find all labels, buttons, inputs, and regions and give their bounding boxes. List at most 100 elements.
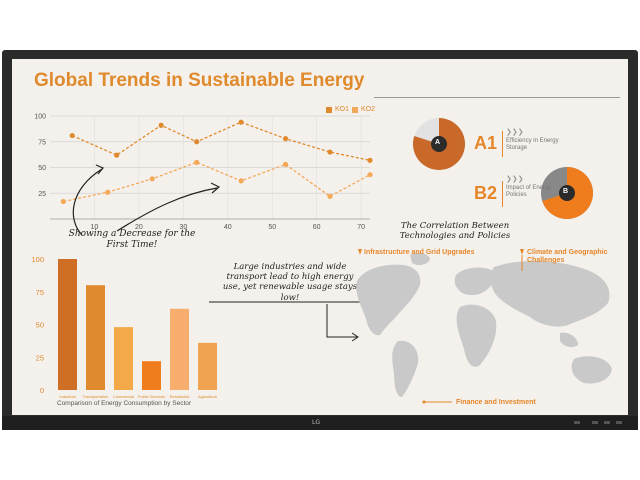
bar-category-label: Agriculture	[198, 394, 218, 399]
bar-chart-y-tick: 50	[36, 321, 44, 330]
curved-arrow-right-head	[210, 182, 221, 194]
bar-public-services	[142, 361, 161, 390]
line-point-ko2	[327, 193, 333, 199]
line-point-ko2	[194, 159, 200, 165]
legend-label-ko1: KO1	[335, 106, 350, 113]
line-chart-y-tick: 100	[34, 114, 46, 121]
bar-transportation	[86, 285, 105, 390]
title-divider	[374, 97, 620, 98]
badge-b-description-block: ❯❯❯ Impact of Energy Policies	[506, 176, 566, 200]
curved-arrow-right	[116, 187, 218, 232]
line-series-ko2	[63, 161, 371, 203]
badge-a-description-block: ❯❯❯ Efficiency in Energy Storage	[506, 129, 566, 153]
power-button[interactable]	[592, 421, 598, 424]
map-label-finance: Finance and Investment	[456, 399, 536, 406]
display-bottom-bar	[2, 416, 638, 430]
bar-category-label: Transportation	[83, 394, 109, 399]
australia-shape	[571, 356, 612, 384]
line-chart-x-tick: 60	[313, 224, 321, 231]
industry-arrow-head	[351, 332, 359, 342]
asia-shape	[490, 261, 610, 327]
line-point-ko1	[327, 149, 333, 155]
bar-chart-y-tick: 75	[36, 288, 44, 297]
page-title: Global Trends in Sustainable Energy	[34, 70, 365, 91]
bar-industrial	[58, 259, 77, 390]
line-chart-x-tick: 40	[224, 224, 232, 231]
europe-shape	[454, 267, 496, 296]
badge-a-code: A1	[474, 133, 498, 153]
africa-shape	[456, 304, 497, 367]
map-label-markers	[358, 249, 524, 404]
line-chart-y-tick: 25	[38, 191, 46, 198]
donut-a-label: A	[435, 139, 441, 146]
south-america-shape	[392, 340, 419, 397]
input-button[interactable]	[604, 421, 610, 424]
brand-logo: LG	[312, 419, 320, 426]
slide-canvas: Global Trends in Sustainable Energy KO1 …	[12, 59, 628, 415]
bar-category-label: Public Services	[138, 394, 165, 399]
bar-chart-y-tick: 100	[31, 255, 44, 264]
southeast-asia-shape	[560, 332, 578, 348]
badge-b-description: Impact of Energy Policies	[506, 184, 552, 199]
curved-arrow-left-head	[95, 164, 104, 175]
donut-a-hub	[431, 136, 447, 152]
bar-chart: 0 25 50 75 100 Industrial Transportation Commer…	[31, 255, 218, 399]
line-chart: 25 50 75 100 10 20 30 40 50 60 70	[34, 114, 373, 231]
remote-sensor	[574, 421, 580, 424]
line-point-ko1	[69, 132, 75, 139]
north-america-shape	[356, 264, 421, 336]
industry-arrow	[326, 304, 357, 338]
bar-category-label: Industrial	[59, 394, 75, 399]
badge-b-code: B2	[474, 183, 498, 203]
infrastructure-pin-icon	[358, 249, 362, 255]
donut-b-label: B	[563, 188, 569, 195]
line-point-ko2	[60, 198, 66, 205]
line-series-ko1	[71, 121, 371, 161]
line-chart-annotation: Showing a Decrease for the First Time!	[68, 229, 196, 250]
donut-b-hub	[559, 185, 575, 201]
line-point-ko2	[367, 172, 373, 178]
bar-chart-y-tick: 25	[36, 353, 44, 362]
line-point-ko2	[238, 178, 244, 184]
legend-label-ko2: KO2	[361, 106, 376, 113]
bar-chart-caption: Comparison of Energy Consumption by Sect…	[57, 400, 192, 407]
line-chart-x-tick: 10	[91, 224, 99, 231]
map-label-infrastructure: Infrastructure and Grid Upgrades	[364, 249, 475, 256]
bar-category-label: Residential	[170, 394, 190, 399]
line-point-ko1	[158, 122, 164, 128]
line-chart-legend: KO1 KO2	[326, 106, 375, 113]
badge-b-divider	[502, 181, 503, 207]
line-chart-y-tick: 50	[38, 165, 46, 172]
legend-swatch-ko1	[326, 106, 332, 113]
line-chart-x-tick: 70	[357, 224, 365, 231]
industry-annotation: Large industries and wide transport lead…	[222, 262, 358, 303]
line-point-ko2	[149, 176, 155, 182]
line-chart-y-tick: 75	[38, 139, 46, 146]
menu-button[interactable]	[616, 421, 622, 424]
line-point-ko1	[194, 139, 200, 145]
curved-arrow-left	[72, 168, 103, 236]
line-point-ko1	[114, 152, 120, 158]
legend-swatch-ko2	[352, 106, 359, 113]
bar-commercial	[114, 327, 133, 390]
triple-chevron-icon: ❯❯❯	[506, 129, 524, 136]
line-chart-x-tick: 50	[268, 224, 276, 231]
badge-a-description: Efficiency in Energy Storage	[506, 137, 559, 152]
badge-a-divider	[502, 131, 503, 157]
finance-marker	[422, 400, 426, 404]
line-point-ko1	[238, 119, 244, 125]
triple-chevron-icon: ❯❯❯	[506, 176, 524, 183]
map-label-climate: Climate and Geographic Challenges	[527, 249, 608, 265]
bar-category-label: Commercial	[113, 394, 134, 399]
world-map	[356, 252, 612, 397]
correlation-annotation: The Correlation Between Technologies and…	[399, 221, 511, 242]
bar-residential	[170, 308, 189, 390]
line-chart-x-tick: 30	[179, 224, 187, 231]
line-point-ko2	[105, 189, 111, 195]
line-point-ko1	[282, 136, 289, 142]
line-point-ko1	[367, 157, 373, 163]
greenland-shape	[410, 252, 430, 266]
line-chart-x-tick: 20	[135, 224, 143, 231]
line-point-ko2	[282, 161, 289, 168]
donut-badges	[413, 118, 593, 219]
